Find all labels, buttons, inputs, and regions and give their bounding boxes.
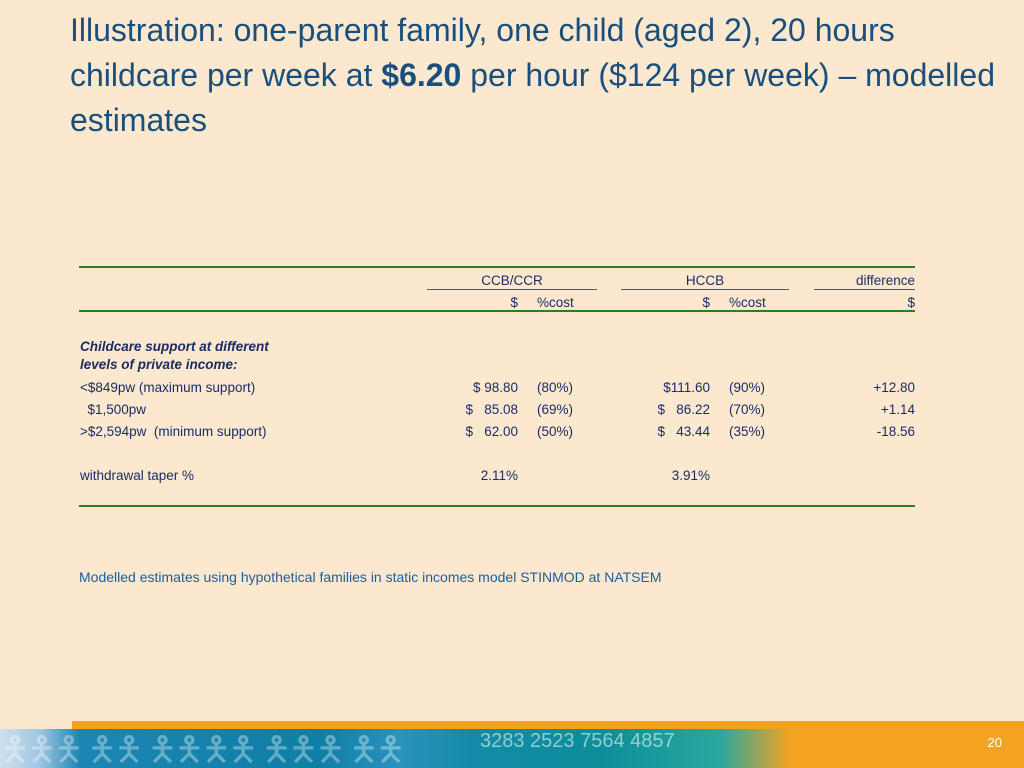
table-top-rule	[79, 266, 915, 268]
taper-label: withdrawal taper %	[80, 468, 195, 483]
footer-orange-strip	[72, 721, 1024, 729]
subheader-ccb-pct: %cost	[537, 295, 574, 310]
row-hccb-dollar: $111.60	[663, 380, 710, 395]
header-ccb-underline	[427, 289, 597, 290]
row-label: <$849pw (maximum support)	[80, 380, 256, 395]
header-bottom-rule	[79, 310, 915, 312]
footer-banner: 🯅🯅🯅 🯅🯅 🯅🯅🯅🯅 🯅🯅🯅 🯅🯅 3283 2523 7564 4857 2…	[0, 721, 1024, 768]
source-note: Modelled estimates using hypothetical fa…	[79, 569, 662, 585]
header-difference-underline	[814, 289, 915, 290]
row-hccb-dollar: $ 86.22	[657, 402, 710, 417]
subheader-hccb-dollar: $	[702, 295, 710, 310]
header-hccb: HCCB	[685, 273, 725, 288]
row-ccb-pct: (69%)	[537, 402, 574, 417]
header-hccb-underline	[621, 289, 789, 290]
title-hourly-rate: $6.20	[381, 57, 462, 93]
row-hccb-pct: (90%)	[729, 380, 766, 395]
taper-ccb: 2.11%	[480, 468, 518, 483]
row-ccb-dollar: $ 98.80	[472, 380, 518, 395]
row-label: $1,500pw	[80, 402, 147, 417]
subheader-ccb-dollar: $	[510, 295, 518, 310]
row-label: >$2,594pw (minimum support)	[80, 424, 267, 439]
subheader-hccb-pct: %cost	[729, 295, 766, 310]
title-part-1: Illustration: one-parent family, one chi…	[70, 12, 895, 93]
page-number: 20	[987, 735, 1002, 750]
slide-title: Illustration: one-parent family, one chi…	[70, 8, 1000, 143]
decorative-numbers: 3283 2523 7564 4857	[480, 730, 675, 752]
footer-teal-band	[0, 729, 1024, 768]
header-ccb-ccr: CCB/CCR	[481, 273, 543, 288]
taper-hccb: 3.91%	[671, 468, 710, 483]
row-difference: -18.56	[876, 424, 915, 439]
section-label-line-1: Childcare support at different	[80, 339, 269, 354]
row-hccb-pct: (70%)	[729, 402, 766, 417]
row-ccb-pct: (80%)	[537, 380, 574, 395]
title-part-2: per hour ($124 per week) – modelled esti…	[70, 57, 995, 138]
row-ccb-pct: (50%)	[537, 424, 574, 439]
header-difference: difference	[855, 273, 915, 288]
row-ccb-dollar: $ 85.08	[465, 402, 518, 417]
section-label-line-2: levels of private income:	[80, 357, 238, 372]
table-bottom-rule	[79, 505, 915, 507]
row-hccb-dollar: $ 43.44	[657, 424, 710, 439]
row-difference: +1.14	[880, 402, 915, 417]
row-difference: +12.80	[873, 380, 915, 395]
family-figures-decoration: 🯅🯅🯅 🯅🯅 🯅🯅🯅🯅 🯅🯅🯅 🯅🯅	[0, 731, 406, 768]
row-hccb-pct: (35%)	[729, 424, 766, 439]
row-ccb-dollar: $ 62.00	[465, 424, 518, 439]
subheader-diff-dollar: $	[907, 295, 915, 310]
